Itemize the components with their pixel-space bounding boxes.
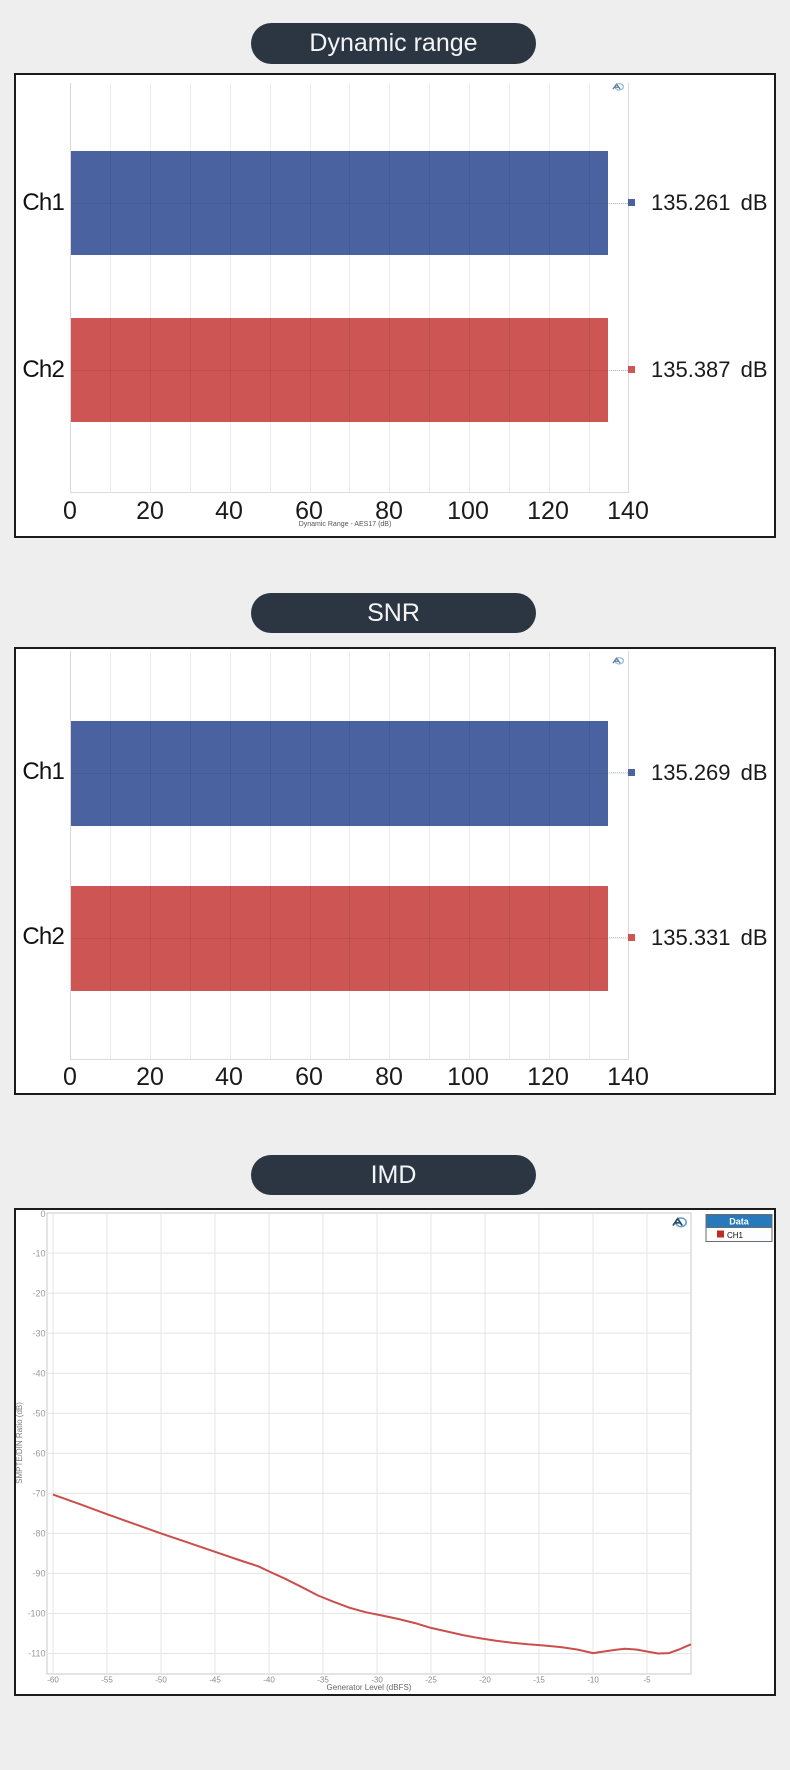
svg-text:-70: -70 <box>32 1489 45 1499</box>
svg-text:-40: -40 <box>32 1369 45 1379</box>
svg-text:-30: -30 <box>371 1676 383 1685</box>
svg-text:0: 0 <box>40 1209 45 1219</box>
svg-text:-5: -5 <box>643 1676 651 1685</box>
svg-text:-55: -55 <box>101 1676 113 1685</box>
svg-text:-30: -30 <box>32 1329 45 1339</box>
svg-text:-80: -80 <box>32 1529 45 1539</box>
svg-text:-25: -25 <box>425 1676 437 1685</box>
svg-text:-10: -10 <box>32 1249 45 1259</box>
svg-text:-40: -40 <box>263 1676 275 1685</box>
svg-text:-15: -15 <box>533 1676 545 1685</box>
svg-text:-45: -45 <box>209 1676 221 1685</box>
svg-text:CH1: CH1 <box>727 1231 744 1240</box>
svg-text:-20: -20 <box>32 1289 45 1299</box>
svg-text:-10: -10 <box>587 1676 599 1685</box>
svg-text:Data: Data <box>729 1217 750 1227</box>
svg-text:Generator Level (dBFS): Generator Level (dBFS) <box>327 1683 412 1692</box>
svg-text:-90: -90 <box>32 1569 45 1579</box>
svg-text:-100: -100 <box>27 1609 45 1619</box>
svg-text:-110: -110 <box>28 1649 45 1659</box>
svg-text:-60: -60 <box>32 1449 45 1459</box>
svg-text:-20: -20 <box>479 1676 491 1685</box>
svg-text:-50: -50 <box>155 1676 167 1685</box>
svg-text:-35: -35 <box>317 1676 329 1685</box>
svg-text:-60: -60 <box>47 1676 59 1685</box>
svg-text:-50: -50 <box>32 1409 45 1419</box>
svg-text:SMPTE/DIN Ratio (dB): SMPTE/DIN Ratio (dB) <box>16 1402 24 1484</box>
